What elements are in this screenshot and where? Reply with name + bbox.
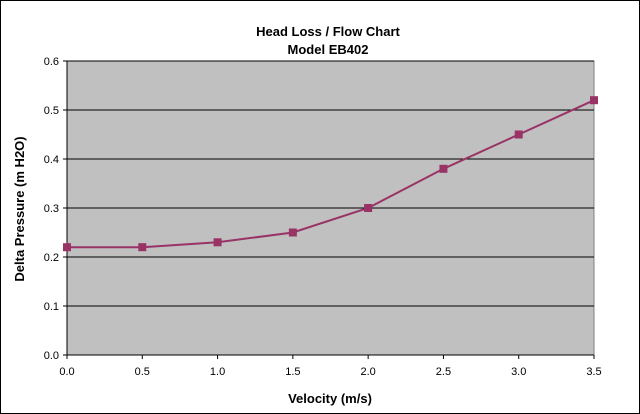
y-tick-label: 0.1 — [44, 301, 59, 313]
data-point-marker — [63, 243, 71, 252]
y-tick-label: 0.3 — [44, 203, 59, 215]
x-tick-label: 1.0 — [210, 366, 225, 378]
chart-subtitle: Model EB402 — [288, 42, 369, 57]
data-point-marker — [514, 130, 523, 139]
y-tick-label: 0.5 — [44, 105, 59, 117]
x-tick-label: 0.0 — [59, 366, 74, 378]
x-tick-label: 1.5 — [285, 366, 300, 378]
series-line — [67, 99, 595, 249]
data-point-marker — [364, 204, 373, 212]
x-tick-label: 3.0 — [511, 366, 526, 378]
y-tick-label: 0.0 — [44, 350, 59, 362]
y-tick-label: 0.6 — [44, 56, 59, 68]
data-point-marker — [439, 164, 448, 173]
y-tick-label: 0.4 — [44, 154, 59, 166]
x-tick-label: 0.5 — [135, 366, 150, 378]
x-tick-label: 2.0 — [360, 366, 375, 378]
y-tick-label: 0.2 — [44, 252, 59, 264]
x-tick-label: 2.5 — [436, 366, 451, 378]
data-point-marker — [288, 228, 297, 237]
chart-title: Head Loss / Flow Chart — [256, 24, 400, 39]
y-axis-label: Delta Pressure (m H2O) — [12, 136, 27, 281]
data-point-marker — [590, 96, 598, 105]
data-point-marker — [213, 238, 222, 247]
data-point-marker — [138, 243, 147, 252]
x-tick-label: 3.5 — [586, 366, 601, 378]
x-axis-label: Velocity (m/s) — [288, 391, 372, 406]
